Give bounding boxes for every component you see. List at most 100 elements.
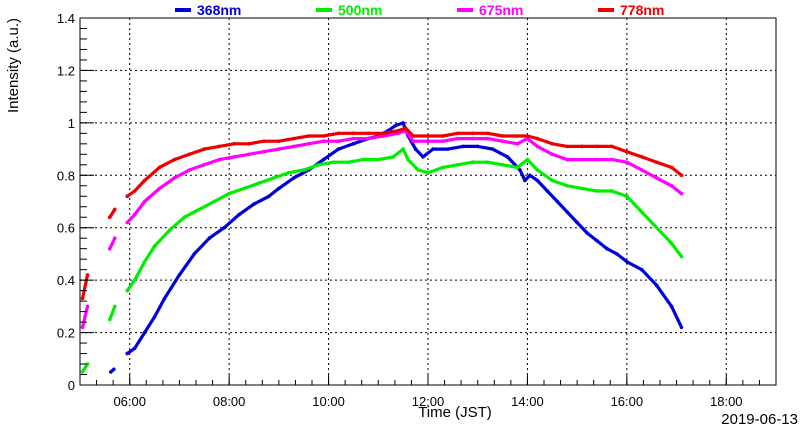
data-point [640,155,644,159]
data-point [654,160,659,164]
series-line [108,236,117,251]
data-point [500,163,505,167]
x-tick-label: 06:00 [113,394,146,409]
data-point [157,186,162,191]
legend-label: 675nm [479,2,523,18]
data-point [217,157,221,162]
data-point [113,207,117,212]
data-point [615,252,619,256]
data-point [177,273,182,277]
data-point [247,152,251,157]
data-point [306,134,311,138]
data-point [421,155,425,159]
data-point [545,189,550,193]
data-point [292,176,296,180]
data-point [351,136,356,141]
data-point [172,157,177,162]
data-point [625,160,629,164]
legend: 368nm 500nm 675nm 778nm [175,2,664,18]
data-point [446,147,450,151]
data-point [585,231,589,235]
data-point [654,283,659,288]
data-point [172,176,177,180]
series-layer [80,121,684,374]
data-point [287,170,291,175]
data-point [113,304,117,309]
data-point [366,136,371,141]
data-point [595,157,599,162]
data-point [485,136,490,141]
data-point [669,184,674,188]
series-line [125,147,684,293]
y-tick-label: 0 [68,378,75,393]
data-point [401,121,405,125]
data-point [565,144,569,149]
data-point [535,178,540,183]
data-point [426,139,430,143]
data-point [456,131,460,136]
data-point [316,163,321,167]
data-point [212,199,216,204]
series-368nm [109,121,684,374]
data-point [426,134,430,138]
data-point [108,246,112,251]
data-point [580,144,584,149]
data-point [125,220,129,225]
data-point [167,228,172,233]
data-point [456,163,460,167]
data-point [535,136,540,141]
data-point [640,210,644,214]
y-tick-label: 1.2 [57,63,75,78]
data-point [132,189,137,193]
data-point [202,163,207,167]
data-point [490,147,495,151]
data-point [321,139,326,143]
data-point [292,136,296,141]
data-point [277,186,281,191]
data-point [192,252,197,256]
data-point [187,152,192,157]
data-point [555,199,560,204]
data-point [528,173,532,178]
data-point [580,157,584,162]
y-tick-label: 0.8 [57,168,75,183]
data-point [535,144,540,149]
data-point [470,131,475,136]
data-point [523,178,527,183]
data-point [376,157,381,162]
data-point [125,288,129,293]
data-point [515,134,520,138]
data-point [351,142,356,146]
data-point [565,157,569,162]
data-point [277,139,281,143]
data-point [222,225,226,230]
data-point [232,142,236,146]
data-point [525,134,530,138]
data-point [575,220,579,225]
data-point [669,241,674,246]
data-point [381,131,386,136]
legend-label: 778nm [620,2,664,18]
data-point [401,147,405,151]
data-point [640,168,644,172]
data-point [550,178,555,183]
data-point [85,273,90,277]
grid [80,18,776,385]
data-point [108,317,112,322]
data-point [85,304,90,309]
data-point [321,157,326,162]
data-point [679,254,684,259]
series-line [80,304,90,329]
data-point [441,139,445,143]
data-point [625,149,629,154]
data-point [525,157,530,162]
series-line [108,304,117,322]
data-point [610,144,614,149]
data-point [470,136,475,141]
data-point [515,165,520,170]
data-point [595,239,599,243]
x-tick-label: 12:00 [412,394,445,409]
y-tick-label: 0.4 [57,273,75,288]
data-point [217,144,221,149]
y-tick-label: 1.4 [57,11,75,26]
